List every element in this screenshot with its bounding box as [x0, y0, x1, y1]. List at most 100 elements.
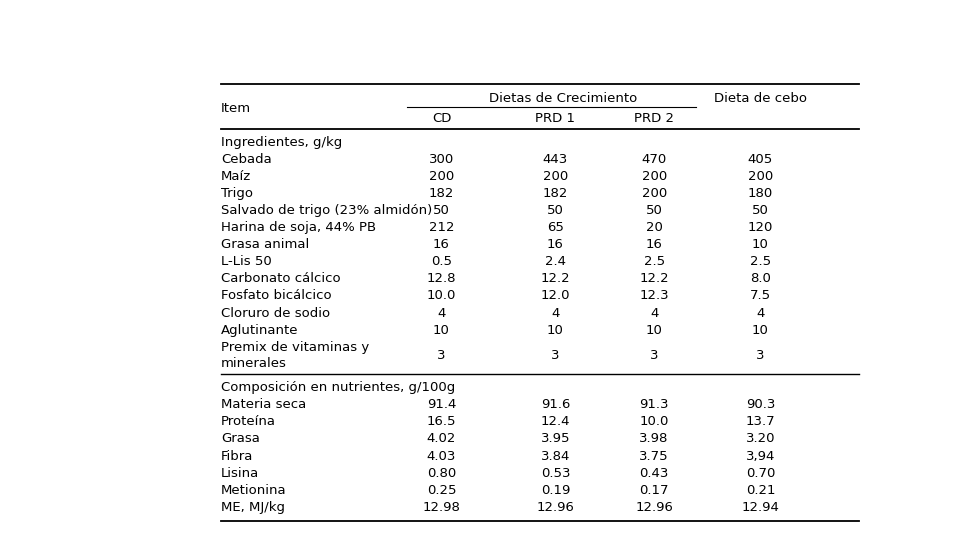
Text: 50: 50: [752, 204, 769, 217]
Text: 443: 443: [543, 153, 568, 166]
Text: 12.8: 12.8: [426, 272, 457, 286]
Text: 3: 3: [757, 349, 764, 362]
Text: Metionina: Metionina: [221, 484, 287, 497]
Text: 2.5: 2.5: [750, 255, 771, 268]
Text: 16: 16: [646, 238, 662, 251]
Text: 50: 50: [646, 204, 662, 217]
Text: 3.84: 3.84: [541, 450, 570, 463]
Text: Ingredientes, g/kg: Ingredientes, g/kg: [221, 136, 342, 149]
Text: Trigo: Trigo: [221, 187, 253, 200]
Text: 405: 405: [748, 153, 773, 166]
Text: 65: 65: [547, 221, 563, 234]
Text: Materia seca: Materia seca: [221, 398, 307, 412]
Text: 8.0: 8.0: [750, 272, 771, 286]
Text: 3: 3: [437, 349, 446, 362]
Text: Dietas de Crecimiento: Dietas de Crecimiento: [489, 92, 637, 105]
Text: 0.43: 0.43: [640, 466, 668, 479]
Text: 4: 4: [757, 306, 764, 320]
Text: Aglutinante: Aglutinante: [221, 324, 299, 337]
Text: 0.21: 0.21: [746, 484, 775, 497]
Text: 4: 4: [650, 306, 659, 320]
Text: 200: 200: [642, 170, 666, 183]
Text: 10: 10: [547, 324, 563, 337]
Text: L-Lis 50: L-Lis 50: [221, 255, 272, 268]
Text: 180: 180: [748, 187, 773, 200]
Text: Composición en nutrientes, g/100g: Composición en nutrientes, g/100g: [221, 381, 456, 394]
Text: Harina de soja, 44% PB: Harina de soja, 44% PB: [221, 221, 376, 234]
Text: 2.5: 2.5: [644, 255, 664, 268]
Text: 12.3: 12.3: [639, 290, 669, 302]
Text: Dieta de cebo: Dieta de cebo: [714, 92, 807, 105]
Text: minerales: minerales: [221, 357, 287, 370]
Text: 0.19: 0.19: [541, 484, 570, 497]
Text: 3,94: 3,94: [746, 450, 775, 463]
Text: Fibra: Fibra: [221, 450, 254, 463]
Text: 12.96: 12.96: [536, 501, 574, 514]
Text: 90.3: 90.3: [746, 398, 775, 412]
Text: 3.95: 3.95: [541, 432, 570, 446]
Text: 0.70: 0.70: [746, 466, 775, 479]
Text: 200: 200: [642, 187, 666, 200]
Text: 50: 50: [547, 204, 563, 217]
Text: 12.98: 12.98: [422, 501, 461, 514]
Text: 3.75: 3.75: [639, 450, 669, 463]
Text: Cloruro de sodio: Cloruro de sodio: [221, 306, 330, 320]
Text: CD: CD: [432, 112, 451, 125]
Text: Maíz: Maíz: [221, 170, 252, 183]
Text: 16.5: 16.5: [426, 416, 457, 428]
Text: 3: 3: [551, 349, 560, 362]
Text: 182: 182: [543, 187, 568, 200]
Text: 0.53: 0.53: [541, 466, 570, 479]
Text: PRD 1: PRD 1: [535, 112, 575, 125]
Text: 10: 10: [646, 324, 662, 337]
Text: 3: 3: [650, 349, 659, 362]
Text: 91.4: 91.4: [427, 398, 456, 412]
Text: 12.2: 12.2: [541, 272, 570, 286]
Text: 3.98: 3.98: [640, 432, 668, 446]
Text: 16: 16: [433, 238, 450, 251]
Text: Cebada: Cebada: [221, 153, 272, 166]
Text: Item: Item: [221, 102, 251, 115]
Text: 182: 182: [429, 187, 454, 200]
Text: PRD 2: PRD 2: [634, 112, 674, 125]
Text: 4.03: 4.03: [427, 450, 456, 463]
Text: Lisina: Lisina: [221, 466, 260, 479]
Text: 10.0: 10.0: [427, 290, 456, 302]
Text: 20: 20: [646, 221, 662, 234]
Text: 12.2: 12.2: [639, 272, 669, 286]
Text: 10: 10: [433, 324, 450, 337]
Text: 4: 4: [551, 306, 560, 320]
Text: 7.5: 7.5: [750, 290, 771, 302]
Text: Grasa: Grasa: [221, 432, 260, 446]
Text: 0.5: 0.5: [431, 255, 452, 268]
Text: 91.6: 91.6: [541, 398, 570, 412]
Text: 10: 10: [752, 324, 769, 337]
Text: 16: 16: [547, 238, 563, 251]
Text: 10.0: 10.0: [640, 416, 668, 428]
Text: Salvado de trigo (23% almidón): Salvado de trigo (23% almidón): [221, 204, 432, 217]
Text: 12.4: 12.4: [541, 416, 570, 428]
Text: 50: 50: [433, 204, 450, 217]
Text: Fosfato bicálcico: Fosfato bicálcico: [221, 290, 332, 302]
Text: 0.25: 0.25: [426, 484, 457, 497]
Text: Grasa animal: Grasa animal: [221, 238, 310, 251]
Text: 200: 200: [429, 170, 454, 183]
Text: 3.20: 3.20: [746, 432, 775, 446]
Text: 91.3: 91.3: [639, 398, 669, 412]
Text: 10: 10: [752, 238, 769, 251]
Text: Carbonato cálcico: Carbonato cálcico: [221, 272, 341, 286]
Text: 120: 120: [748, 221, 773, 234]
Text: 4: 4: [437, 306, 446, 320]
Text: 13.7: 13.7: [746, 416, 775, 428]
Text: Premix de vitaminas y: Premix de vitaminas y: [221, 340, 369, 354]
Text: ME, MJ/kg: ME, MJ/kg: [221, 501, 285, 514]
Text: 470: 470: [642, 153, 666, 166]
Text: 12.0: 12.0: [541, 290, 570, 302]
Text: 200: 200: [543, 170, 568, 183]
Text: 0.80: 0.80: [427, 466, 456, 479]
Text: 2.4: 2.4: [545, 255, 565, 268]
Text: 0.17: 0.17: [639, 484, 669, 497]
Text: 200: 200: [748, 170, 773, 183]
Text: 12.94: 12.94: [742, 501, 779, 514]
Text: Proteína: Proteína: [221, 416, 276, 428]
